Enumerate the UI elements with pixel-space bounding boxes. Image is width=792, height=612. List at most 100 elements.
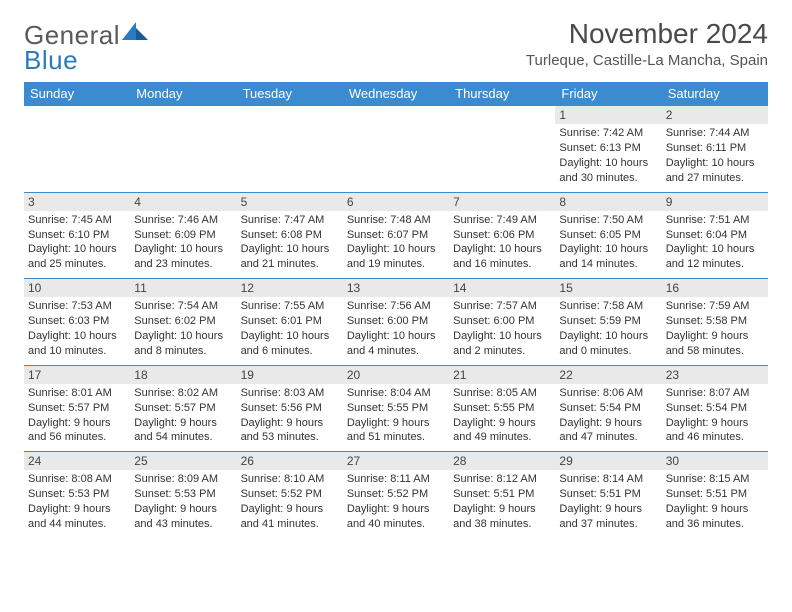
day-cell-11: 11 Sunrise: 7:54 AMSunset: 6:02 PMDayligh… [130,279,236,366]
day-number: 15 [555,279,661,297]
day-details: Sunrise: 8:10 AMSunset: 5:52 PMDaylight:… [241,472,339,531]
day-number: 2 [662,106,768,124]
day-number [24,106,130,108]
calendar-body: 1 Sunrise: 7:42 AMSunset: 6:13 PMDaylight… [24,106,768,538]
day-details: Sunrise: 8:06 AMSunset: 5:54 PMDaylight:… [559,386,657,445]
location-text: Turleque, Castille-La Mancha, Spain [526,52,768,69]
weekday-header: Tuesday [237,82,343,106]
day-cell-6: 6 Sunrise: 7:48 AMSunset: 6:07 PMDaylight… [343,192,449,279]
day-cell-24: 24 Sunrise: 8:08 AMSunset: 5:53 PMDayligh… [24,452,130,538]
day-details: Sunrise: 8:04 AMSunset: 5:55 PMDaylight:… [347,386,445,445]
day-number: 24 [24,452,130,470]
day-details: Sunrise: 7:49 AMSunset: 6:06 PMDaylight:… [453,213,551,272]
day-number: 20 [343,366,449,384]
day-details: Sunrise: 7:58 AMSunset: 5:59 PMDaylight:… [559,299,657,358]
day-number: 22 [555,366,661,384]
calendar-week-row: 1 Sunrise: 7:42 AMSunset: 6:13 PMDaylight… [24,106,768,193]
day-number [343,106,449,108]
day-cell-15: 15 Sunrise: 7:58 AMSunset: 5:59 PMDayligh… [555,279,661,366]
day-number: 10 [24,279,130,297]
day-details: Sunrise: 7:55 AMSunset: 6:01 PMDaylight:… [241,299,339,358]
month-title: November 2024 [526,18,768,50]
day-details: Sunrise: 7:47 AMSunset: 6:08 PMDaylight:… [241,213,339,272]
day-details: Sunrise: 8:11 AMSunset: 5:52 PMDaylight:… [347,472,445,531]
day-number: 7 [449,193,555,211]
empty-cell [237,106,343,193]
day-details: Sunrise: 8:09 AMSunset: 5:53 PMDaylight:… [134,472,232,531]
weekday-header: Sunday [24,82,130,106]
day-cell-28: 28 Sunrise: 8:12 AMSunset: 5:51 PMDayligh… [449,452,555,538]
day-details: Sunrise: 7:50 AMSunset: 6:05 PMDaylight:… [559,213,657,272]
weekday-header: Wednesday [343,82,449,106]
calendar-week-row: 17 Sunrise: 8:01 AMSunset: 5:57 PMDayligh… [24,365,768,452]
weekday-header: Friday [555,82,661,106]
day-details: Sunrise: 8:14 AMSunset: 5:51 PMDaylight:… [559,472,657,531]
day-details: Sunrise: 7:56 AMSunset: 6:00 PMDaylight:… [347,299,445,358]
empty-cell [449,106,555,193]
day-cell-13: 13 Sunrise: 7:56 AMSunset: 6:00 PMDayligh… [343,279,449,366]
day-cell-23: 23 Sunrise: 8:07 AMSunset: 5:54 PMDayligh… [662,365,768,452]
logo-triangle-icon [122,22,150,44]
day-number: 30 [662,452,768,470]
day-details: Sunrise: 8:03 AMSunset: 5:56 PMDaylight:… [241,386,339,445]
day-details: Sunrise: 8:08 AMSunset: 5:53 PMDaylight:… [28,472,126,531]
day-number: 28 [449,452,555,470]
day-details: Sunrise: 8:01 AMSunset: 5:57 PMDaylight:… [28,386,126,445]
day-number: 29 [555,452,661,470]
day-number: 25 [130,452,236,470]
day-details: Sunrise: 7:53 AMSunset: 6:03 PMDaylight:… [28,299,126,358]
day-number: 8 [555,193,661,211]
day-cell-12: 12 Sunrise: 7:55 AMSunset: 6:01 PMDayligh… [237,279,343,366]
day-details: Sunrise: 7:42 AMSunset: 6:13 PMDaylight:… [559,126,657,185]
day-details: Sunrise: 8:07 AMSunset: 5:54 PMDaylight:… [666,386,764,445]
calendar-week-row: 3 Sunrise: 7:45 AMSunset: 6:10 PMDaylight… [24,192,768,279]
empty-cell [24,106,130,193]
day-cell-30: 30Sunrise: 8:15 AMSunset: 5:51 PMDayligh… [662,452,768,538]
day-cell-26: 26Sunrise: 8:10 AMSunset: 5:52 PMDayligh… [237,452,343,538]
day-details: Sunrise: 7:45 AMSunset: 6:10 PMDaylight:… [28,213,126,272]
day-details: Sunrise: 7:57 AMSunset: 6:00 PMDaylight:… [453,299,551,358]
day-number: 19 [237,366,343,384]
day-details: Sunrise: 8:12 AMSunset: 5:51 PMDaylight:… [453,472,551,531]
day-details: Sunrise: 7:51 AMSunset: 6:04 PMDaylight:… [666,213,764,272]
empty-cell [130,106,236,193]
day-number: 17 [24,366,130,384]
day-details: Sunrise: 7:48 AMSunset: 6:07 PMDaylight:… [347,213,445,272]
day-cell-25: 25 Sunrise: 8:09 AMSunset: 5:53 PMDayligh… [130,452,236,538]
day-cell-16: 16Sunrise: 7:59 AMSunset: 5:58 PMDayligh… [662,279,768,366]
day-number: 1 [555,106,661,124]
calendar-table: SundayMondayTuesdayWednesdayThursdayFrid… [24,82,768,538]
day-cell-20: 20 Sunrise: 8:04 AMSunset: 5:55 PMDayligh… [343,365,449,452]
day-number: 11 [130,279,236,297]
day-details: Sunrise: 7:46 AMSunset: 6:09 PMDaylight:… [134,213,232,272]
day-number: 27 [343,452,449,470]
day-details: Sunrise: 8:05 AMSunset: 5:55 PMDaylight:… [453,386,551,445]
day-cell-7: 7 Sunrise: 7:49 AMSunset: 6:06 PMDaylight… [449,192,555,279]
day-cell-14: 14 Sunrise: 7:57 AMSunset: 6:00 PMDayligh… [449,279,555,366]
day-number: 21 [449,366,555,384]
day-number: 6 [343,193,449,211]
day-cell-4: 4Sunrise: 7:46 AMSunset: 6:09 PMDaylight… [130,192,236,279]
day-number [449,106,555,108]
day-cell-18: 18Sunrise: 8:02 AMSunset: 5:57 PMDayligh… [130,365,236,452]
day-number: 5 [237,193,343,211]
day-details: Sunrise: 7:54 AMSunset: 6:02 PMDaylight:… [134,299,232,358]
day-number: 12 [237,279,343,297]
weekday-header-row: SundayMondayTuesdayWednesdayThursdayFrid… [24,82,768,106]
day-number: 13 [343,279,449,297]
header-row: General Blue November 2024 Turleque, Cas… [24,18,768,76]
day-number: 23 [662,366,768,384]
day-number: 18 [130,366,236,384]
day-cell-9: 9 Sunrise: 7:51 AMSunset: 6:04 PMDaylight… [662,192,768,279]
day-cell-17: 17 Sunrise: 8:01 AMSunset: 5:57 PMDayligh… [24,365,130,452]
day-number: 9 [662,193,768,211]
day-cell-27: 27 Sunrise: 8:11 AMSunset: 5:52 PMDayligh… [343,452,449,538]
day-cell-19: 19 Sunrise: 8:03 AMSunset: 5:56 PMDayligh… [237,365,343,452]
day-number: 3 [24,193,130,211]
day-details: Sunrise: 7:44 AMSunset: 6:11 PMDaylight:… [666,126,764,185]
day-details: Sunrise: 7:59 AMSunset: 5:58 PMDaylight:… [666,299,764,358]
day-cell-8: 8 Sunrise: 7:50 AMSunset: 6:05 PMDaylight… [555,192,661,279]
day-cell-5: 5 Sunrise: 7:47 AMSunset: 6:08 PMDaylight… [237,192,343,279]
weekday-header: Monday [130,82,236,106]
day-number: 14 [449,279,555,297]
